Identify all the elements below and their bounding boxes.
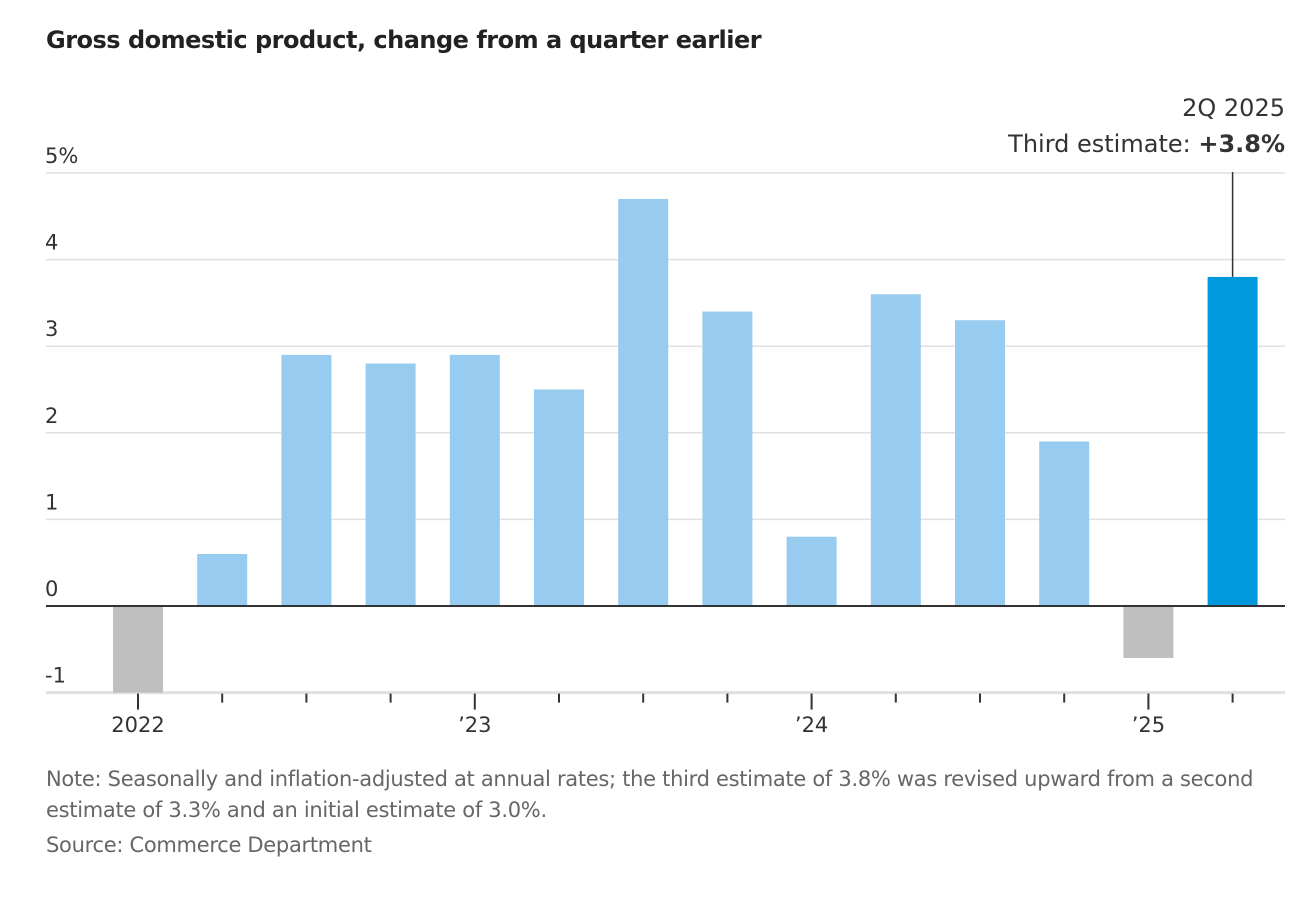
bar [1039,441,1090,606]
x-tick-label: ’24 [795,713,828,737]
bar [870,294,921,606]
bar [702,311,753,606]
bar [1123,606,1174,658]
y-tick-label: -1 [45,664,66,688]
chart-source: Source: Commerce Department [46,833,372,857]
chart-title: Gross domestic product, change from a qu… [46,26,762,54]
annotation-period: 2Q 2025 [1182,94,1285,122]
y-tick-label: 3 [45,317,58,341]
y-tick-label: 2 [45,404,58,428]
bar [786,536,837,606]
bar-chart: -1 0 1 2 3 4 5% 2022 ’23 ’24 ’25 2Q 2025 Third estim… [45,94,1285,737]
bar [618,198,669,607]
x-tick-label: 2022 [111,713,164,737]
bar [449,354,500,606]
bar [281,354,332,606]
bar [1207,276,1258,606]
bar [197,554,248,606]
y-tick-label: 0 [45,577,58,601]
annotation-label: Third estimate: [1007,130,1198,158]
x-tick-label: ’25 [1132,713,1165,737]
y-tick-label: 5% [45,144,78,168]
bar [113,606,163,693]
y-tick-label: 1 [45,490,58,514]
bar [955,320,1005,606]
annotation-value: +3.8% [1198,130,1285,158]
annotation-estimate: Third estimate: +3.8% [1007,130,1285,158]
bar [365,363,416,606]
chart-note: Note: Seasonally and inflation-adjusted … [46,767,1254,822]
y-tick-label: 4 [45,231,58,255]
bar [534,389,584,606]
x-tick-label: ’23 [458,713,491,737]
